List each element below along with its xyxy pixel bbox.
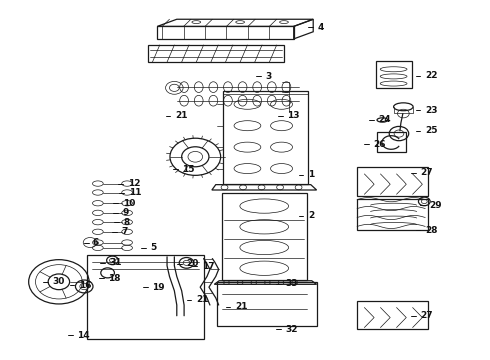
Text: 29: 29 xyxy=(430,201,442,210)
Bar xyxy=(375,61,412,88)
Text: 2: 2 xyxy=(308,211,314,220)
Text: 22: 22 xyxy=(425,71,437,80)
Text: 21: 21 xyxy=(175,111,187,120)
Text: 10: 10 xyxy=(122,199,135,208)
Text: 27: 27 xyxy=(420,168,433,177)
Text: 5: 5 xyxy=(150,243,157,252)
Text: 26: 26 xyxy=(374,140,386,149)
Text: 27: 27 xyxy=(420,311,433,320)
Text: 21: 21 xyxy=(235,302,247,311)
Text: 3: 3 xyxy=(265,72,271,81)
Text: 30: 30 xyxy=(52,277,64,286)
Text: 18: 18 xyxy=(108,274,121,283)
Text: 7: 7 xyxy=(121,227,127,236)
Text: 24: 24 xyxy=(378,116,391,125)
Text: 28: 28 xyxy=(425,225,437,234)
Text: 15: 15 xyxy=(182,165,195,174)
Text: 19: 19 xyxy=(152,283,165,292)
Text: 23: 23 xyxy=(425,106,437,115)
Text: 32: 32 xyxy=(286,325,298,334)
Text: 11: 11 xyxy=(128,188,141,197)
Text: 16: 16 xyxy=(79,281,91,290)
Bar xyxy=(221,193,307,280)
Bar xyxy=(357,301,428,329)
Text: 14: 14 xyxy=(77,331,90,340)
Text: 13: 13 xyxy=(287,111,299,120)
Bar xyxy=(357,199,428,230)
Text: 31: 31 xyxy=(109,258,122,267)
Text: 8: 8 xyxy=(123,218,130,227)
Bar xyxy=(357,167,428,196)
Bar xyxy=(223,91,308,184)
Text: 33: 33 xyxy=(286,279,298,288)
Text: 1: 1 xyxy=(308,170,314,179)
Text: 25: 25 xyxy=(425,126,437,135)
Text: 12: 12 xyxy=(127,179,140,188)
Bar xyxy=(376,132,406,152)
Text: 9: 9 xyxy=(122,208,129,217)
Text: 21: 21 xyxy=(196,295,208,304)
Text: 20: 20 xyxy=(186,260,198,269)
Text: 4: 4 xyxy=(318,23,324,32)
Text: 17: 17 xyxy=(202,262,214,271)
Bar xyxy=(217,282,317,327)
Text: 6: 6 xyxy=(93,238,99,247)
